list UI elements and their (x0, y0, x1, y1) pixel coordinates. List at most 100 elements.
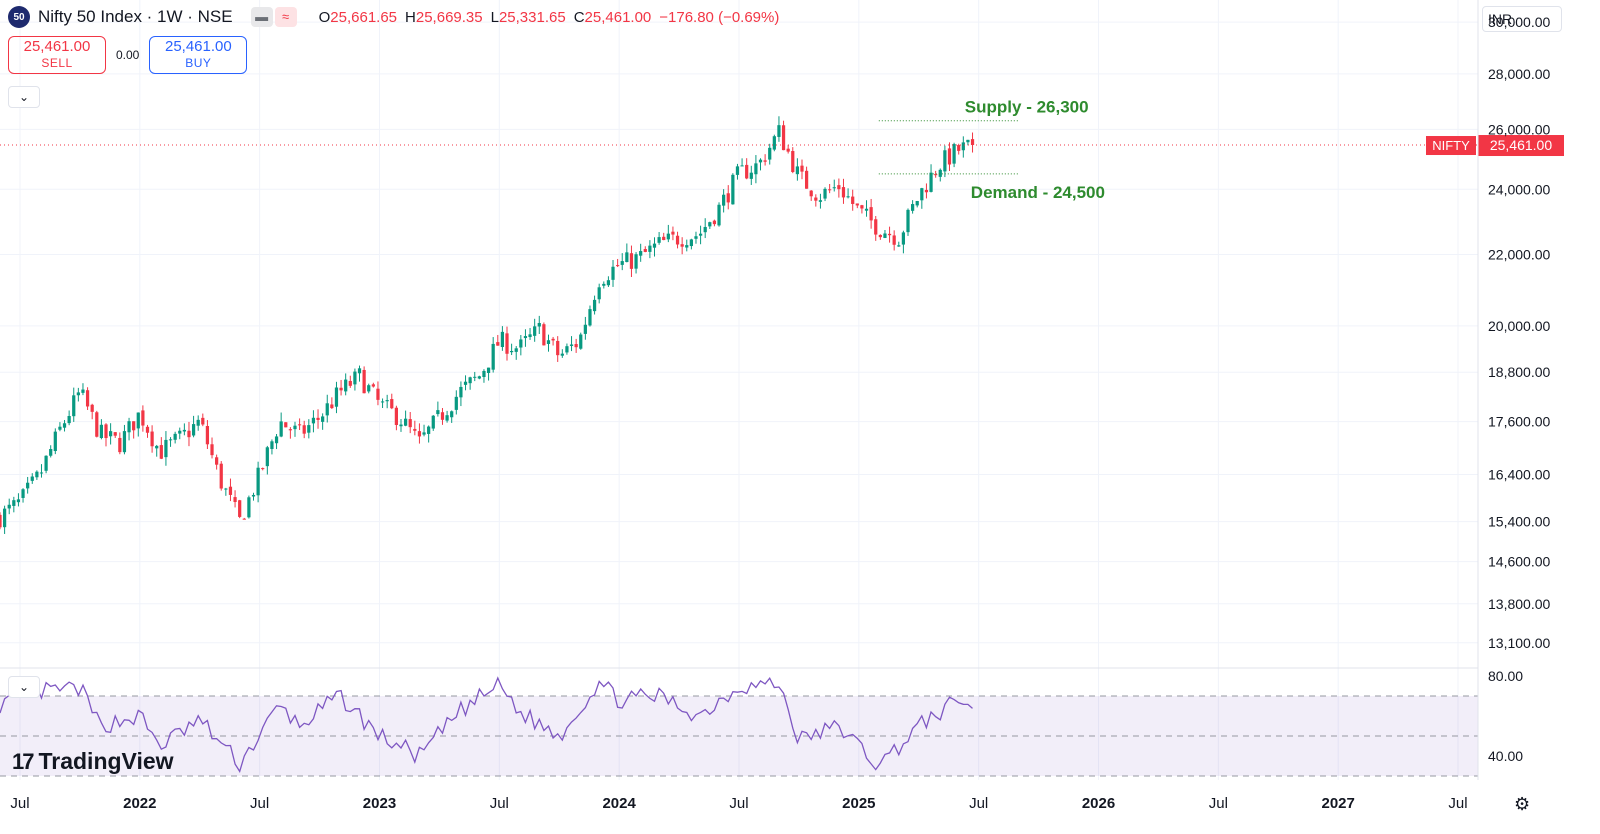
display-toggles[interactable]: ▬ ≈ (250, 7, 297, 27)
rsi-axis: 80.00 40.00 (1488, 668, 1523, 764)
candle-body (62, 423, 67, 428)
candle-body (768, 147, 772, 160)
candle-body (238, 500, 242, 517)
x-tick-label: 2022 (123, 795, 156, 812)
candle-body (694, 236, 698, 239)
candle-body (528, 334, 532, 338)
minus-icon[interactable]: ▬ (250, 7, 273, 27)
candle-body (809, 190, 813, 197)
candle-body (191, 424, 196, 436)
candle-body (717, 204, 721, 226)
candle-body (297, 424, 302, 426)
candle-body (556, 340, 560, 356)
collapse-legend-button[interactable]: ⌄ (8, 86, 40, 108)
y-tick-label: 26,000.00 (1488, 121, 1550, 137)
candle-body (523, 336, 528, 339)
collapse-rsi-legend-button[interactable]: ⌄ (8, 676, 40, 698)
candle-body (934, 174, 938, 176)
candle-body (201, 417, 205, 425)
x-tick-label: Jul (10, 795, 29, 812)
candle-body (533, 326, 537, 336)
candle-body (818, 200, 823, 202)
candle-body (427, 426, 431, 434)
candle-body (173, 433, 177, 440)
candle-body (943, 150, 947, 172)
candle-body (270, 441, 274, 449)
candle-body (284, 422, 288, 428)
candle-body (205, 425, 210, 445)
ohlc-close-value: 25,461.00 (584, 8, 652, 26)
candle-body (72, 395, 76, 417)
candle-body (629, 253, 634, 269)
candle-body (722, 194, 726, 206)
candle-body (367, 385, 371, 392)
candle-body (127, 421, 131, 433)
candle-body (961, 142, 965, 151)
annotations: NIFTY 25,461.00 Supply - 26,300 Demand - 24… (0, 98, 1564, 202)
buy-button[interactable]: 25,461.00 BUY (149, 36, 248, 74)
candle-body (648, 245, 652, 252)
candle-body (371, 384, 375, 387)
candle-body (680, 244, 684, 247)
candle-body (901, 232, 906, 245)
candle-body (685, 245, 689, 248)
candle-body (104, 424, 108, 439)
candle-body (67, 416, 71, 424)
candle-body (864, 208, 869, 211)
candle-body (316, 417, 320, 420)
tradingview-logo[interactable]: 17 TradingView (12, 748, 174, 775)
y-tick-label: 13,100.00 (1488, 635, 1550, 651)
x-tick-label: Jul (250, 795, 269, 812)
candle-body (574, 344, 578, 348)
candle-body (141, 410, 145, 426)
candle-body (403, 418, 408, 426)
candle-body (616, 265, 620, 267)
candle-body (325, 403, 329, 416)
sell-button[interactable]: 25,461.00 SELL (8, 36, 106, 74)
ohlc-open-value: 25,661.65 (330, 8, 398, 26)
candle-body (491, 343, 495, 370)
candle-body (910, 204, 915, 211)
candle-body (772, 136, 776, 150)
candlestick-series (0, 116, 975, 534)
symbol-title[interactable]: Nifty 50 Index · 1W · NSE (38, 7, 233, 26)
sell-label: SELL (41, 56, 73, 70)
chart-header: 50 Nifty 50 Index · 1W · NSE ▬ ≈ O25,661… (8, 6, 779, 28)
candle-body (459, 386, 463, 398)
approx-icon[interactable]: ≈ (274, 7, 297, 27)
candle-body (136, 412, 140, 429)
candle-body (828, 189, 832, 191)
candle-body (279, 421, 283, 437)
candle-body (897, 245, 901, 247)
candle-body (666, 233, 670, 240)
settings-gear-icon[interactable]: ⚙ (1514, 794, 1531, 814)
candle-body (662, 236, 666, 241)
candle-body (81, 389, 85, 393)
candle-body (703, 226, 707, 233)
candle-body (814, 197, 818, 201)
y-tick-label: 14,600.00 (1488, 554, 1550, 570)
currency-select[interactable]: INR (1482, 6, 1562, 32)
y-tick-label: 30,000.00 (1488, 14, 1550, 30)
candle-body (883, 233, 887, 238)
candle-body (468, 377, 472, 384)
candle-body (380, 401, 385, 403)
candle-body (970, 139, 975, 146)
y-tick-label: 16,400.00 (1488, 466, 1550, 482)
candle-body (726, 193, 730, 203)
candle-body (652, 243, 657, 248)
ohlc-high-value: 25,669.35 (415, 8, 483, 26)
candle-body (846, 196, 850, 198)
candle-body (952, 144, 956, 164)
candle-body (274, 436, 279, 444)
rsi-tick-label: 80.00 (1488, 668, 1523, 684)
candle-body (16, 499, 21, 503)
candle-body (781, 125, 786, 151)
x-tick-label: Jul (729, 795, 748, 812)
candle-body (947, 148, 952, 165)
candle-body (597, 287, 601, 300)
candle-body (196, 419, 200, 426)
symbol-tag (1426, 136, 1476, 156)
candle-body (321, 416, 325, 422)
